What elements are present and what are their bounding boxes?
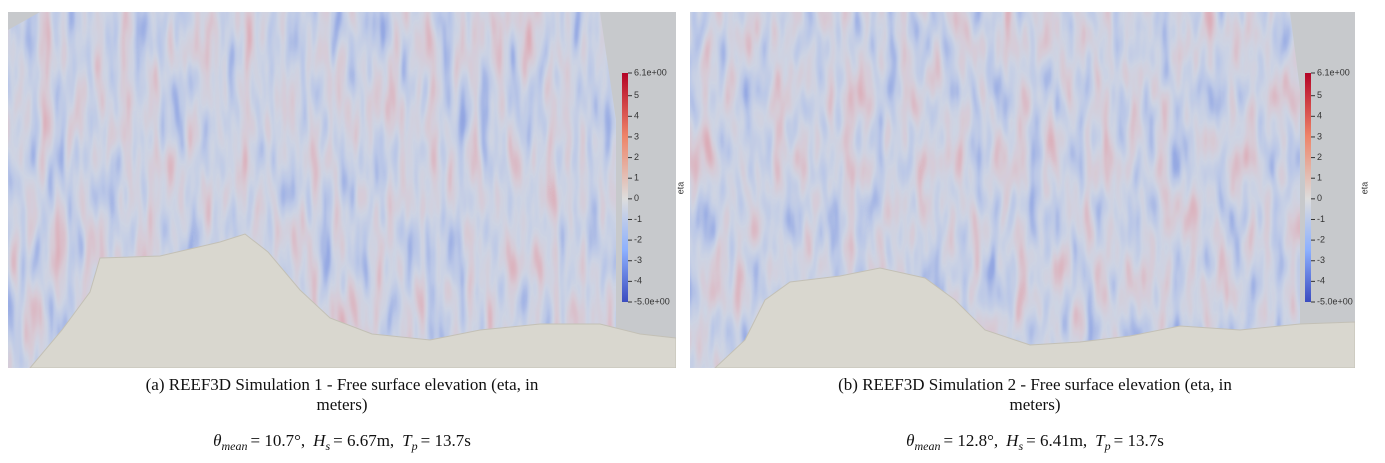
- param-symbol: θ: [906, 431, 914, 450]
- colorbar-tick-label: -4: [634, 276, 642, 286]
- param-value: = 12.8°,: [944, 431, 999, 450]
- colorbar-tick-label: -4: [1317, 276, 1325, 286]
- colorbar-tick-label: 1: [1317, 173, 1322, 183]
- param-symbol: T: [1095, 431, 1106, 450]
- colorbar-tick-label: 4: [634, 111, 639, 121]
- colorbar-tick-label: 2: [634, 152, 639, 162]
- colorbar-tick-label: -5.0e+00: [634, 296, 670, 306]
- caption-text: (b) REEF3D Simulation 2 - Free surface e…: [838, 375, 1232, 414]
- param-symbol: H: [1005, 431, 1020, 450]
- simulation-image-a: [8, 12, 676, 368]
- colorbar-tick-label: 6.1e+00: [634, 67, 667, 77]
- caption-line: (b) REEF3D Simulation 2 - Free surface e…: [838, 375, 1232, 394]
- param-subscript: p: [1104, 439, 1111, 453]
- colorbar-tick-label: 0: [634, 193, 639, 203]
- colorbar-tick-label: -2: [1317, 234, 1325, 244]
- caption-line: meters): [317, 395, 368, 414]
- caption-params: θmean = 12.8°, Hs = 6.41m, Tp = 13.7s: [906, 431, 1164, 453]
- param-subscript: mean: [915, 439, 941, 453]
- overlay: 6.1e+00 5 4 3 2 1 0 -1 -2 -3 -4 -5.0e+00 eta (a) REEF…: [146, 67, 1370, 453]
- simulation-image-b: [690, 12, 1355, 368]
- land: [29, 233, 676, 368]
- colorbar: 6.1e+00 5 4 3 2 1 0 -1 -2 -3 -4 -5.0e+00 eta: [1305, 67, 1369, 306]
- caption: (b) REEF3D Simulation 2 - Free surface e…: [838, 375, 1232, 453]
- caption-line: (a) REEF3D Simulation 1 - Free surface e…: [146, 375, 539, 394]
- param-value: = 6.67m,: [333, 431, 394, 450]
- colorbar: 6.1e+00 5 4 3 2 1 0 -1 -2 -3 -4 -5.0e+00 eta: [622, 67, 685, 306]
- param-value: = 10.7°,: [251, 431, 306, 450]
- colorbar-tick-label: -3: [1317, 255, 1325, 265]
- colorbar-tick-label: 6.1e+00: [1317, 67, 1350, 77]
- land: [714, 267, 1355, 368]
- colorbar-label: eta: [1359, 182, 1369, 195]
- colorbar-tick-label: 3: [634, 131, 639, 141]
- param-subscript: s: [1018, 439, 1023, 453]
- colorbar-scale: [1305, 73, 1311, 302]
- param-value: = 13.7s: [421, 431, 471, 450]
- colorbar-tick-label: 5: [634, 90, 639, 100]
- caption-params: θmean = 10.7°, Hs = 6.67m, Tp = 13.7s: [213, 431, 471, 453]
- colorbar-tick-label: 2: [1317, 152, 1322, 162]
- param-subscript: s: [325, 439, 330, 453]
- caption: (a) REEF3D Simulation 1 - Free surface e…: [146, 375, 539, 453]
- param-symbol: T: [402, 431, 413, 450]
- param-value: = 6.41m,: [1026, 431, 1087, 450]
- param-symbol: H: [312, 431, 327, 450]
- background: [8, 12, 40, 30]
- param-subscript: mean: [222, 439, 248, 453]
- colorbar-tick-label: -3: [634, 255, 642, 265]
- colorbar-tick-label: -2: [634, 234, 642, 244]
- colorbar-tick-label: 0: [1317, 193, 1322, 203]
- colorbar-scale: [622, 73, 628, 302]
- colorbar-tick-label: 3: [1317, 131, 1322, 141]
- colorbar-tick-label: 5: [1317, 90, 1322, 100]
- param-subscript: p: [411, 439, 418, 453]
- colorbar-tick-label: -5.0e+00: [1317, 296, 1353, 306]
- colorbar-tick-label: 4: [1317, 111, 1322, 121]
- colorbar-tick-label: -1: [634, 214, 642, 224]
- colorbar-tick-label: 1: [634, 173, 639, 183]
- caption-text: (a) REEF3D Simulation 1 - Free surface e…: [146, 375, 539, 414]
- param-symbol: θ: [213, 431, 221, 450]
- caption-line: meters): [1010, 395, 1061, 414]
- colorbar-tick-label: -1: [1317, 214, 1325, 224]
- colorbar-label: eta: [675, 182, 685, 195]
- background: [600, 12, 676, 368]
- param-value: = 13.7s: [1114, 431, 1164, 450]
